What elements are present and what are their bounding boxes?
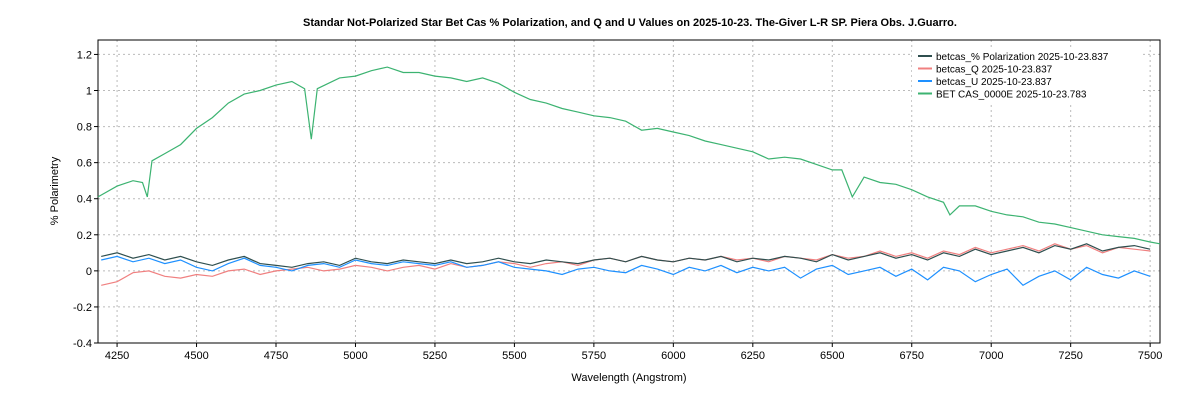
x-tick-label: 6750	[900, 350, 924, 362]
legend-entry: betcas_U 2025-10-23.837	[936, 77, 1052, 88]
y-tick-label: -0.4	[73, 338, 92, 350]
x-axis-label: Wavelength (Angstrom)	[571, 372, 686, 384]
y-tick-label: 0.2	[77, 230, 92, 242]
x-tick-label: 5750	[582, 350, 606, 362]
x-tick-label: 7000	[979, 350, 1003, 362]
legend: betcas_% Polarization 2025-10-23.837 betc…	[912, 47, 1142, 105]
x-tick-label: 4500	[184, 350, 208, 362]
y-tick-label: -0.2	[73, 302, 92, 314]
chart-title: Standar Not-Polarized Star Bet Cas % Pol…	[303, 17, 957, 29]
x-tick-label: 7250	[1058, 350, 1082, 362]
x-tick-label: 5250	[423, 350, 447, 362]
plot-area	[97, 39, 1161, 344]
y-tick-label: 1	[86, 86, 92, 98]
x-tick-label: 5000	[343, 350, 367, 362]
series-line-0	[101, 243, 1151, 268]
x-tick-label: 7500	[1138, 350, 1162, 362]
y-axis-label: % Polarimetry	[49, 156, 61, 225]
y-tick-label: 0.8	[77, 122, 92, 134]
x-tick-label: 4750	[264, 350, 288, 362]
legend-entry: betcas_Q 2025-10-23.837	[936, 65, 1053, 76]
x-tick-label: 6500	[820, 350, 844, 362]
legend-entry: betcas_% Polarization 2025-10-23.837	[936, 52, 1109, 63]
x-tick-label: 6250	[741, 350, 765, 362]
x-tick-label: 4250	[105, 350, 129, 362]
y-tick-label: 1.2	[77, 49, 92, 61]
x-tick-label: 6000	[661, 350, 685, 362]
y-tick-label: 0.6	[77, 158, 92, 170]
x-tick-label: 5500	[502, 350, 526, 362]
y-tick-label: 0	[86, 266, 92, 278]
series-line-2	[101, 255, 1151, 287]
legend-box	[912, 47, 1142, 105]
series-line-3	[97, 66, 1161, 245]
legend-entry: BET CAS_0000E 2025-10-23.783	[936, 90, 1087, 101]
y-tick-label: 0.4	[77, 194, 92, 206]
